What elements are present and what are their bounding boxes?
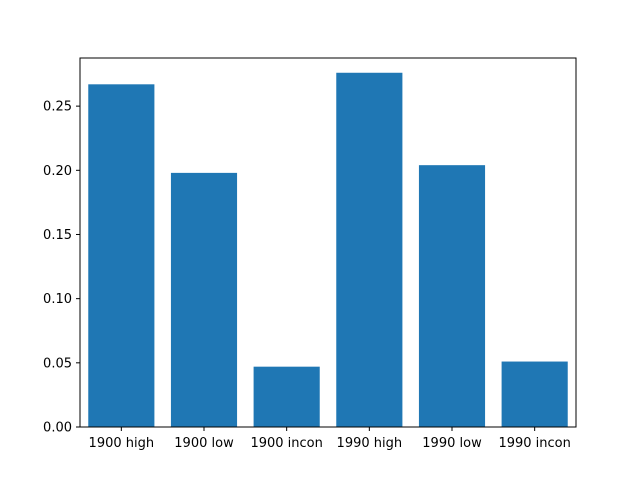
bar-1990-incon	[501, 361, 568, 427]
plot-frame	[79, 57, 577, 428]
x-tick-label: 1990 incon	[498, 436, 570, 451]
y-tick-label: 0.25	[43, 100, 72, 115]
x-tick-label: 1900 low	[174, 436, 234, 451]
y-tick-label: 0.10	[43, 292, 72, 307]
bar-1990-high	[336, 72, 403, 427]
bar-1900-low	[170, 172, 238, 427]
bar-1900-incon	[253, 366, 320, 427]
x-tick-label: 1990 high	[337, 436, 403, 451]
bar-1900-high	[88, 84, 155, 427]
y-axis-ticks: 0.00 0.05 0.10 0.15 0.20 0.25	[43, 100, 80, 436]
x-axis-ticks: 1900 high 1900 low 1900 incon 1990 high 1990…	[89, 427, 571, 451]
y-tick-label: 0.15	[43, 228, 72, 243]
y-tick-label: 0.00	[43, 421, 72, 436]
y-tick-label: 0.20	[43, 164, 72, 179]
x-tick-label: 1900 high	[89, 436, 155, 451]
y-tick-label: 0.05	[43, 356, 72, 371]
x-tick-label: 1990 low	[422, 436, 482, 451]
bars-group	[88, 72, 568, 427]
x-tick-label: 1900 incon	[250, 436, 322, 451]
bar-1990-low	[418, 165, 486, 427]
